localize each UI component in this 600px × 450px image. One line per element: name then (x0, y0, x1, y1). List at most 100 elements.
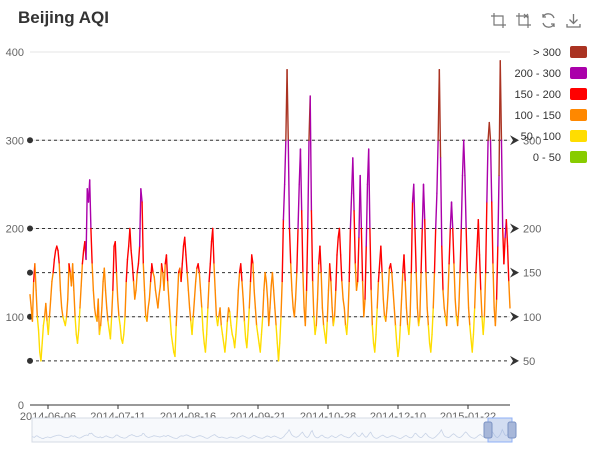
series-segment (208, 263, 212, 283)
series-segment (134, 289, 137, 300)
series-segment (185, 254, 188, 274)
series-segment (473, 271, 477, 309)
series-segment (214, 289, 218, 318)
series-segment (91, 263, 95, 291)
series-segment (430, 333, 433, 353)
series-segment (293, 298, 297, 318)
restore-icon[interactable] (540, 12, 557, 29)
save-image-icon[interactable] (565, 12, 582, 29)
series-segment (269, 285, 272, 309)
legend-label: 50 - 100 (521, 131, 561, 143)
series-segment (260, 316, 264, 336)
series-segment (229, 311, 232, 327)
mark-line-arrow (510, 135, 519, 146)
series-segment (404, 280, 408, 309)
series-segment (503, 236, 506, 265)
series-segment (81, 249, 85, 265)
series-segment (74, 316, 77, 336)
series-segment (491, 201, 494, 265)
series-segment (413, 183, 416, 230)
series-segment (71, 263, 75, 291)
series-segment (330, 280, 333, 309)
series-segment (186, 271, 190, 291)
data-zoom-handle-start[interactable] (483, 421, 493, 439)
series-segment (347, 280, 350, 318)
series-segment (154, 289, 158, 300)
series-segment (310, 210, 314, 283)
series-segment (140, 188, 143, 203)
legend-label: > 300 (533, 47, 561, 59)
series-segment (494, 298, 498, 327)
series-segment (294, 271, 298, 300)
series-segment (382, 298, 386, 318)
data-zoom-handle-end[interactable] (507, 421, 517, 439)
series-segment (309, 95, 313, 212)
series-segment (137, 245, 141, 265)
series-segment (226, 307, 230, 322)
series-segment (354, 263, 358, 291)
series-segment (431, 307, 434, 336)
series-segment (216, 316, 220, 327)
series-segment (264, 271, 268, 283)
series-segment (209, 241, 213, 265)
series-segment (249, 254, 253, 283)
series-segment (123, 316, 126, 336)
legend-swatch (570, 109, 587, 121)
series-segment (452, 227, 455, 265)
series-segment (166, 280, 170, 300)
series-segment (316, 263, 320, 300)
mark-line-arrow (510, 355, 519, 366)
series-segment (367, 148, 371, 230)
series-segment (389, 263, 393, 274)
series-segment (460, 174, 464, 230)
series-segment (287, 139, 291, 230)
series-segment (62, 316, 65, 322)
y-tick-label: 100 (6, 312, 24, 324)
series-segment (174, 324, 177, 358)
series-segment (505, 218, 509, 247)
series-segment (240, 263, 243, 283)
series-segment (475, 245, 478, 274)
series-segment (482, 316, 486, 336)
series-segment (247, 307, 250, 331)
series-segment (191, 316, 194, 336)
series-segment (274, 307, 277, 327)
series-segment (101, 280, 104, 309)
series-segment (466, 271, 470, 309)
series-segment (380, 245, 383, 274)
series-segment (414, 227, 417, 274)
series-segment (377, 263, 381, 283)
series-segment (381, 271, 384, 300)
series-segment (175, 298, 179, 327)
series-segment (252, 263, 255, 291)
legend-label: 200 - 300 (515, 68, 561, 80)
y-tick-label: 0 (18, 400, 24, 412)
zoom-reset-icon[interactable] (515, 12, 532, 29)
series-segment (147, 298, 151, 309)
series-segment (268, 307, 271, 327)
series-segment (160, 263, 164, 274)
series-segment (47, 316, 51, 336)
series-segment (417, 316, 421, 327)
series-segment (478, 254, 482, 291)
series-segment (180, 263, 183, 283)
series-segment (224, 338, 227, 353)
series-segment (288, 227, 292, 265)
series-segment (148, 280, 152, 300)
mark-line-label: 200 (523, 224, 541, 236)
series-segment (360, 227, 364, 283)
series-segment (171, 342, 175, 353)
series-segment (52, 258, 56, 274)
zoom-icon[interactable] (490, 12, 507, 29)
legend-label: 100 - 150 (515, 110, 561, 122)
series-segment (202, 329, 205, 344)
series-segment (213, 263, 216, 291)
series-segment (497, 174, 500, 247)
series-segment (163, 263, 166, 291)
series-segment (158, 285, 162, 296)
series-segment (199, 289, 203, 309)
legend-swatch (570, 151, 587, 163)
series-segment (399, 298, 403, 327)
series-segment (445, 298, 449, 327)
series-segment (488, 121, 492, 141)
